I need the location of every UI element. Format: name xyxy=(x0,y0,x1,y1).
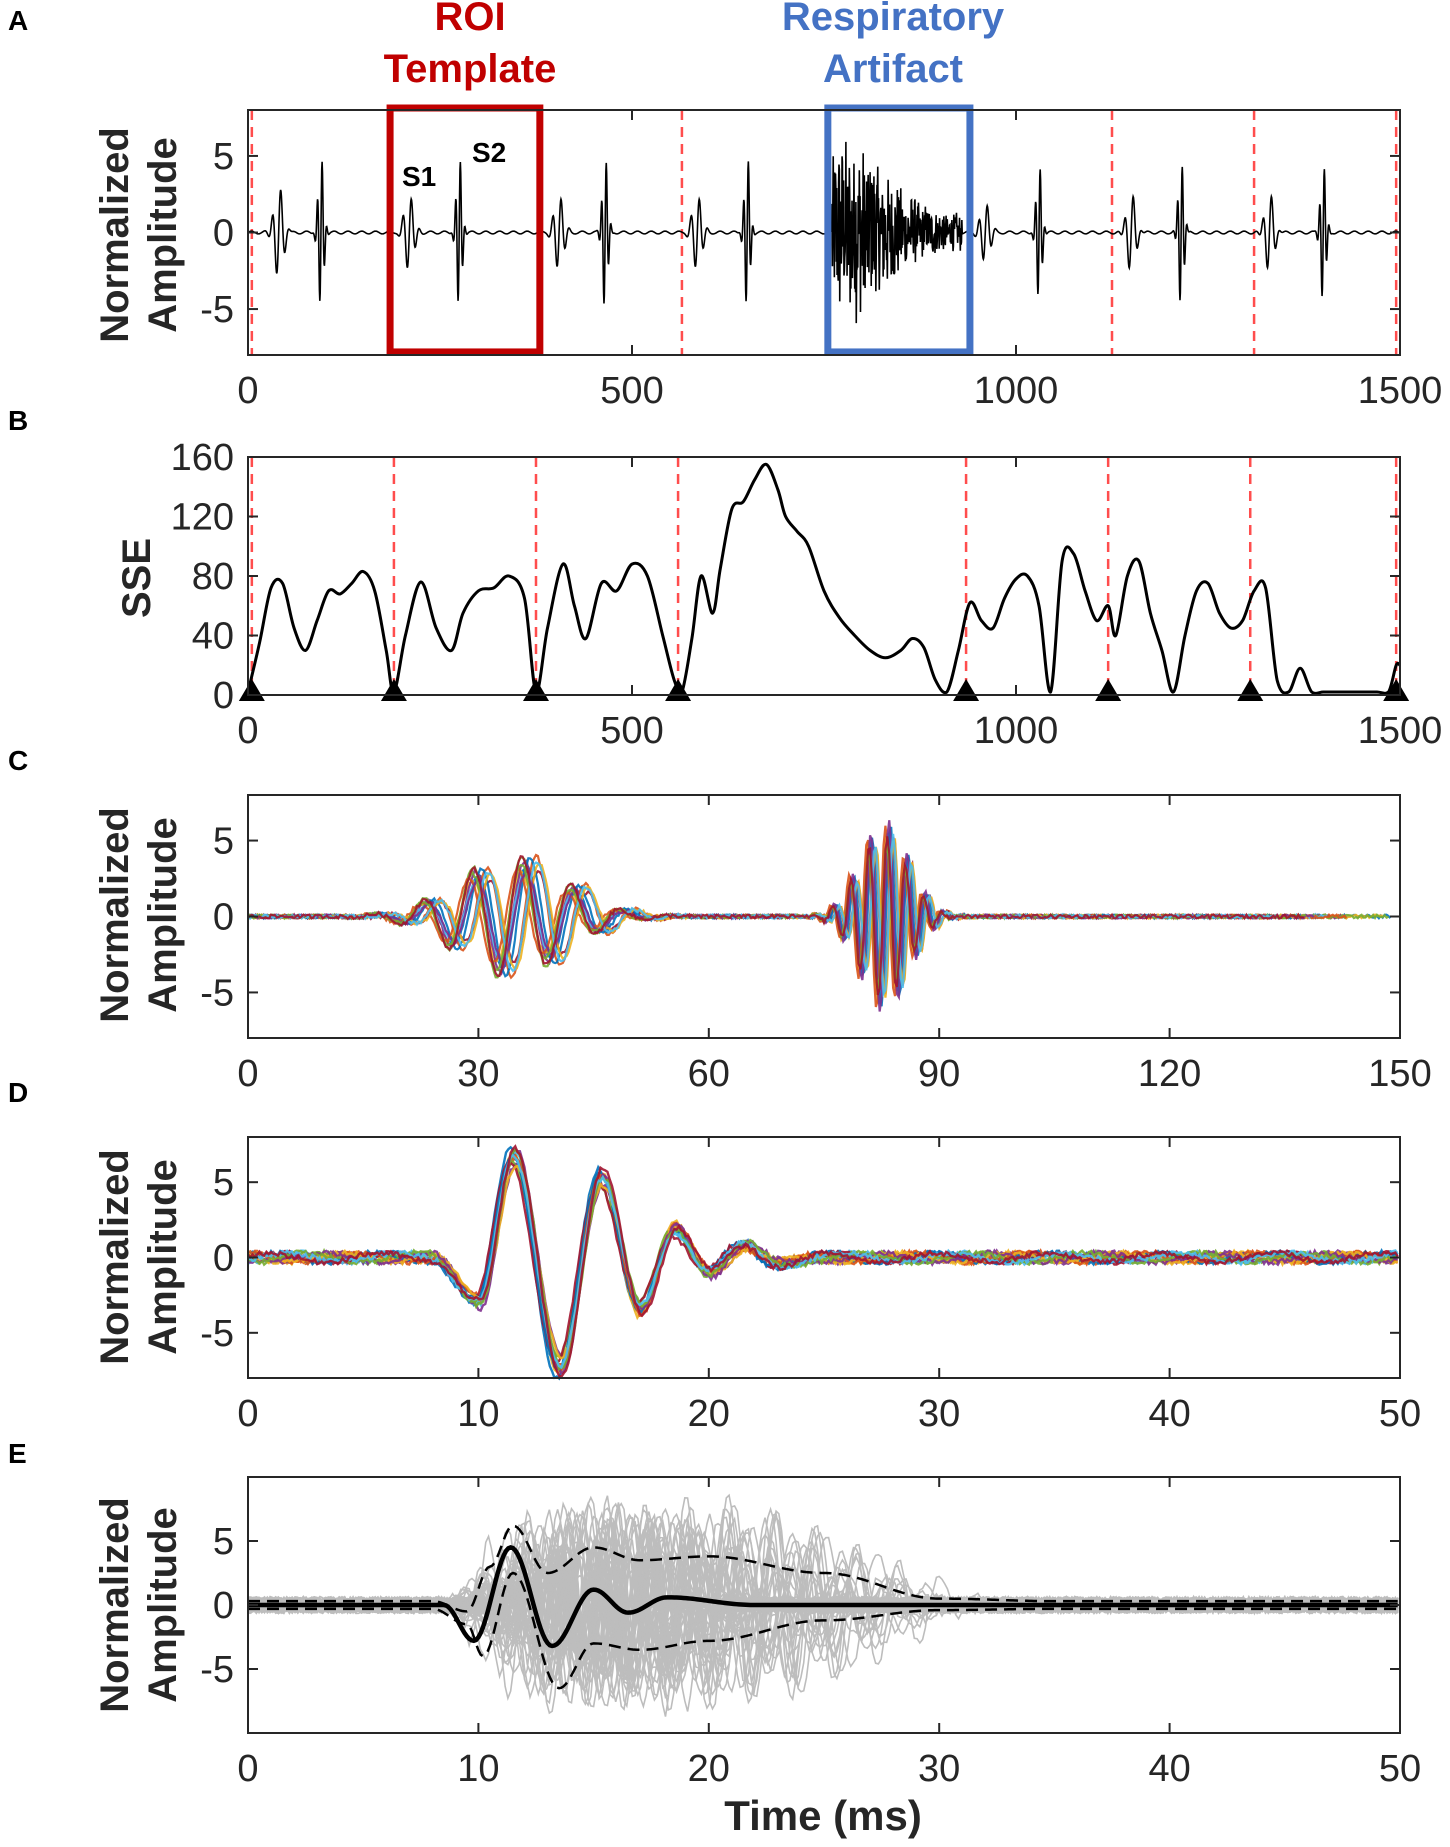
panel-b-sse-line xyxy=(246,462,1401,695)
panel-b-min-marker xyxy=(238,679,265,701)
panel-a-xtick-label: 1000 xyxy=(974,370,1059,412)
panel-b-min-marker xyxy=(380,679,407,701)
panel-a-xtick-label: 1500 xyxy=(1358,370,1443,412)
panel-b-ytick-label: 80 xyxy=(192,556,234,598)
panel-e-xtick-label: 30 xyxy=(918,1748,960,1790)
respiratory-artifact-box xyxy=(824,104,974,356)
panel-d-xtick-label: 40 xyxy=(1148,1393,1190,1435)
panel-c-xtick-label: 60 xyxy=(688,1053,730,1095)
panel-d-xtick-label: 50 xyxy=(1379,1393,1421,1435)
panel-label-e: E xyxy=(8,1438,27,1469)
panel-label-b: B xyxy=(8,405,28,436)
panel-b-ytick-label: 40 xyxy=(192,616,234,658)
panel-b-min-marker xyxy=(1095,679,1122,701)
roi-title-line1: ROI xyxy=(434,0,505,39)
panel-c-ylabel-line2: Amplitude xyxy=(141,817,185,1013)
panel-d-ytick-label: 5 xyxy=(213,1162,234,1204)
panel-e-xtick-label: 40 xyxy=(1148,1748,1190,1790)
panel-b-min-marker xyxy=(953,679,980,701)
panel-e-ytick-label: 0 xyxy=(213,1585,234,1627)
panel-b-ylabel: SSE xyxy=(115,538,159,618)
panel-b-xtick-label: 0 xyxy=(237,710,258,752)
panel-e-ytick-label: -5 xyxy=(200,1649,234,1691)
panel-e-xtick-label: 50 xyxy=(1379,1748,1421,1790)
panel-d: 0 10 20 30 40 50-505 Normalized Amplitude xyxy=(93,1136,1421,1435)
panel-a-plot: 0 500 1000 1500-505 xyxy=(200,104,1443,412)
panel-e-ytick-label: 5 xyxy=(213,1521,234,1563)
panel-c-xtick-label: 0 xyxy=(237,1053,258,1095)
panel-e: 0 10 20 30 40 50 -5 0 5 Normalized Amplitude Tim… xyxy=(93,1476,1421,1839)
panel-b-min-marker xyxy=(665,679,692,701)
panel-c-xtick-label: 120 xyxy=(1138,1053,1201,1095)
panel-d-xtick-label: 0 xyxy=(237,1393,258,1435)
panel-c-ytick-label: 0 xyxy=(213,897,234,939)
panel-b-ytick-label: 0 xyxy=(213,675,234,717)
panel-e-xtick-label: 0 xyxy=(237,1748,258,1790)
panel-c: 0 30 60 90 120 150-505 Normalized Amplitude xyxy=(93,794,1432,1095)
panel-a-ylabel-line2: Amplitude xyxy=(141,137,185,333)
panel-e-lower-band xyxy=(248,1571,1398,1690)
panel-b: 0 500 1000 1500 0 40 80 120 160 SSE xyxy=(115,437,1442,752)
panel-b-min-marker xyxy=(523,679,549,701)
panel-b-ytick-label: 120 xyxy=(171,497,234,539)
panel-c-ytick-label: -5 xyxy=(200,972,234,1014)
panel-d-xtick-label: 10 xyxy=(457,1393,499,1435)
panel-c-xtick-label: 30 xyxy=(457,1053,499,1095)
panel-d-ytick-label: -5 xyxy=(200,1313,234,1355)
panel-e-upper-band xyxy=(248,1524,1398,1613)
panel-a-xtick-label: 500 xyxy=(600,370,663,412)
panel-label-c: C xyxy=(8,745,28,776)
panel-d-ylabel-line2: Amplitude xyxy=(141,1159,185,1355)
roi-title-line2: Template xyxy=(384,47,557,91)
panel-c-plot: 0 30 60 90 120 150-505 xyxy=(200,794,1432,1095)
panel-a-xtick-label: 0 xyxy=(237,370,258,412)
panel-a-ytick-label: 5 xyxy=(213,136,234,178)
resp-title-line1: Respiratory xyxy=(782,0,1005,39)
panel-e-xtick-label: 10 xyxy=(457,1748,499,1790)
panel-b-min-marker xyxy=(1383,679,1410,701)
panel-b-min-marker xyxy=(1237,679,1264,701)
panel-a-signal-line xyxy=(247,141,1401,324)
resp-title-line2: Artifact xyxy=(823,47,963,91)
panel-e-plot: 0 10 20 30 40 50 -5 0 5 xyxy=(200,1476,1421,1790)
panel-e-ylabel-line1: Normalized xyxy=(93,1497,137,1713)
panel-b-xtick-label: 1000 xyxy=(974,710,1059,752)
panel-e-ylabel-line2: Amplitude xyxy=(141,1507,185,1703)
panel-c-xtick-label: 150 xyxy=(1368,1053,1431,1095)
panel-a: 0 500 1000 1500-505 Normalized Amplitude RO… xyxy=(93,0,1442,412)
panel-d-series-line xyxy=(247,1147,1399,1372)
panel-d-ylabel-line1: Normalized xyxy=(93,1149,137,1365)
panel-a-ytick-label: 0 xyxy=(213,213,234,255)
panel-c-ytick-label: 5 xyxy=(213,821,234,863)
panel-b-ytick-label: 160 xyxy=(171,437,234,479)
panel-c-xtick-label: 90 xyxy=(918,1053,960,1095)
panel-b-plot: 0 500 1000 1500 0 40 80 120 160 xyxy=(171,437,1443,752)
panel-d-ytick-label: 0 xyxy=(213,1238,234,1280)
panel-e-xtick-label: 20 xyxy=(688,1748,730,1790)
panel-c-series-line xyxy=(247,836,1305,996)
panel-b-axes-frame xyxy=(247,456,1401,696)
panel-d-xtick-label: 30 xyxy=(918,1393,960,1435)
panel-b-xtick-label: 1500 xyxy=(1358,710,1443,752)
panel-b-xtick-label: 500 xyxy=(600,710,663,752)
panel-d-xtick-label: 20 xyxy=(688,1393,730,1435)
panel-e-xlabel: Time (ms) xyxy=(724,1792,922,1839)
panel-a-ylabel-line1: Normalized xyxy=(93,127,137,343)
panel-d-series-line xyxy=(247,1144,1399,1379)
panel-e-mean-line xyxy=(248,1545,1398,1649)
panel-a-ytick-label: -5 xyxy=(200,289,234,331)
s2-label: S2 xyxy=(472,137,506,168)
panel-label-d: D xyxy=(8,1077,28,1108)
panel-label-a: A xyxy=(8,5,28,36)
roi-template-box xyxy=(386,104,544,356)
panel-d-plot: 0 10 20 30 40 50-505 xyxy=(200,1136,1421,1435)
panel-c-ylabel-line1: Normalized xyxy=(93,807,137,1023)
s1-label: S1 xyxy=(402,161,436,192)
